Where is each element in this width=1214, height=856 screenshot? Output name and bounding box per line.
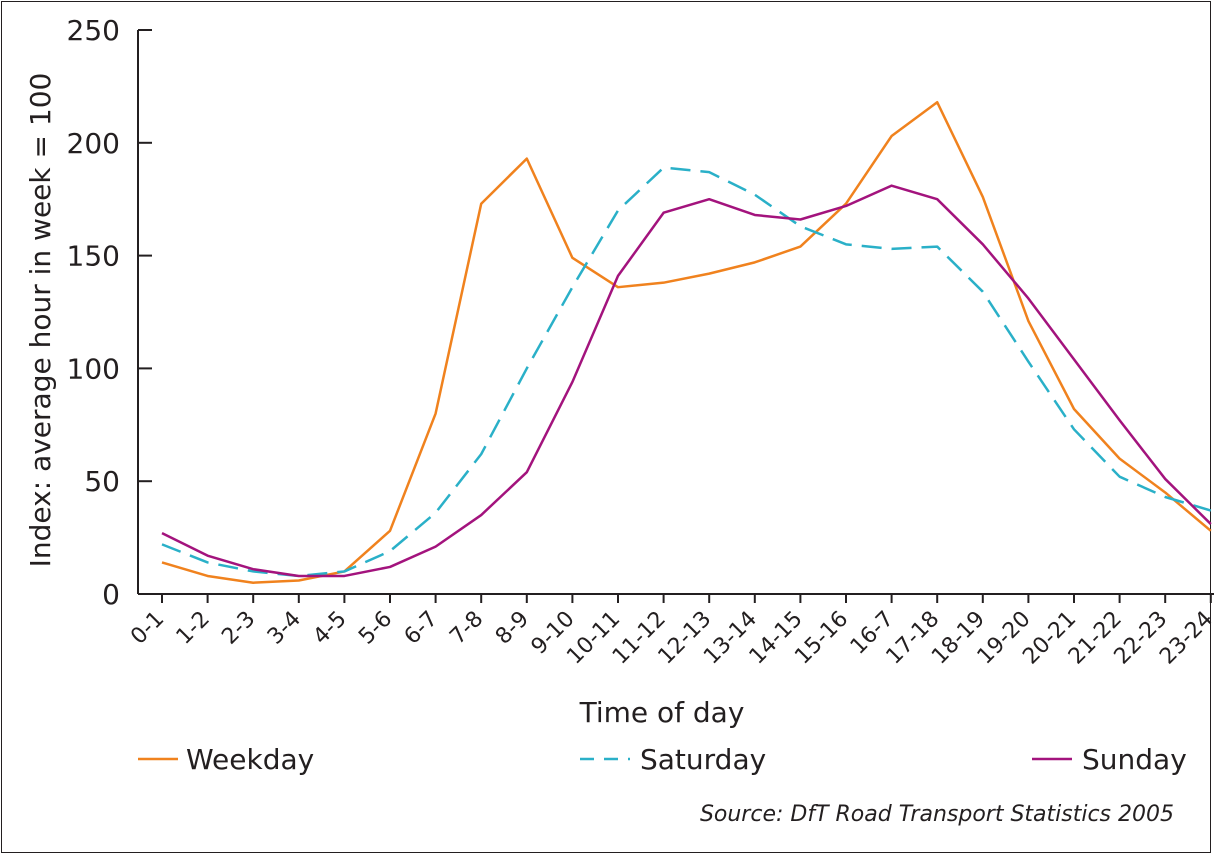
- legend-label-saturday: Saturday: [640, 743, 766, 776]
- legend-label-sunday: Sunday: [1082, 743, 1187, 776]
- y-tick-label: 0: [102, 578, 120, 611]
- legend-label-weekday: Weekday: [186, 743, 314, 776]
- x-tick-label: 15-16: [790, 607, 853, 670]
- y-axis: 0 50 100 150 200 250: [67, 14, 152, 611]
- series-line-sunday: [161, 184, 1212, 578]
- x-tick-label: 4-5: [309, 607, 352, 650]
- series-line-saturday: [161, 166, 1212, 578]
- legend: Weekday Saturday Sunday: [138, 743, 1187, 776]
- y-tick-label: 50: [84, 465, 120, 498]
- y-tick-label: 100: [67, 352, 120, 385]
- x-tick-label: 7-8: [445, 607, 488, 650]
- source-note: Source: DfT Road Transport Statistics 20…: [700, 802, 1174, 827]
- x-tick-label: 0-1: [126, 607, 169, 650]
- x-tick-label: 2-3: [217, 607, 260, 650]
- x-tick-label: 1-2: [172, 607, 215, 650]
- x-tick-label: 3-4: [263, 607, 306, 650]
- x-axis: 0-1 1-2 2-3 3-4 4-5 5-6 6-7 7-8 8-99-1010-1111-1…: [126, 593, 1214, 670]
- y-tick-label: 250: [67, 14, 120, 47]
- y-tick-label: 150: [67, 240, 120, 273]
- series-line-weekday: [161, 100, 1212, 584]
- y-axis-title: Index: average hour in week = 100: [24, 73, 57, 568]
- x-axis-title: Time of day: [579, 696, 745, 729]
- x-tick-label: 5-6: [354, 607, 397, 650]
- series-lines: [161, 100, 1212, 584]
- y-tick-label: 200: [67, 127, 120, 160]
- x-tick-label: 6-7: [400, 607, 443, 650]
